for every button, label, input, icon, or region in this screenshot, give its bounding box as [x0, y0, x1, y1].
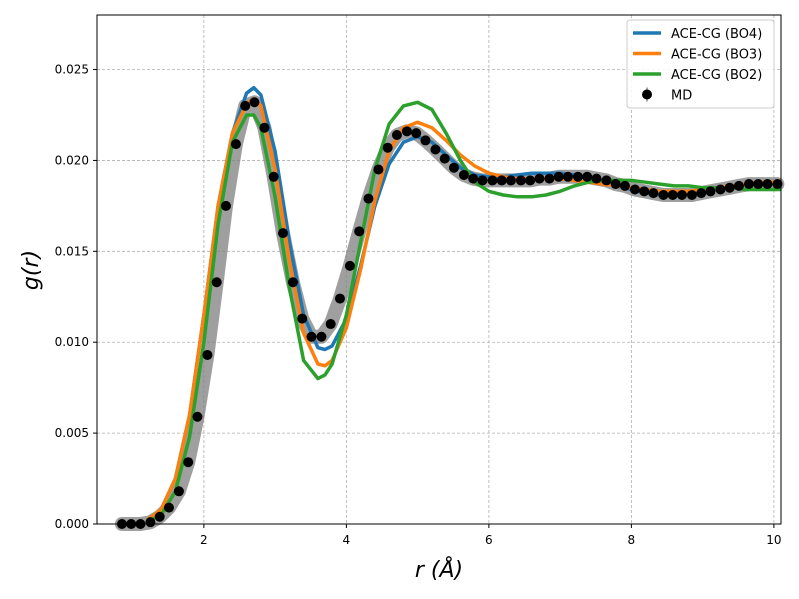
md-point	[572, 171, 583, 182]
md-point	[439, 153, 450, 164]
md-point	[240, 100, 251, 111]
md-point	[411, 128, 422, 139]
md-point	[277, 228, 288, 239]
md-point	[686, 189, 697, 200]
y-tick-label: 0.005	[55, 426, 89, 440]
md-point	[458, 169, 469, 180]
md-point	[373, 164, 384, 175]
md-point	[648, 188, 659, 199]
md-point	[448, 162, 459, 173]
md-point	[724, 182, 735, 193]
md-point	[715, 184, 726, 195]
md-point	[762, 179, 773, 190]
md-markers	[116, 97, 783, 529]
md-point	[753, 179, 764, 190]
md-point	[363, 193, 374, 204]
md-point	[601, 175, 612, 186]
md-point	[667, 189, 678, 200]
md-point	[420, 135, 431, 146]
x-tick-label: 2	[200, 533, 208, 547]
md-point	[534, 173, 545, 184]
md-point	[316, 331, 327, 342]
y-tick-label: 0.010	[55, 335, 89, 349]
md-point	[676, 189, 687, 200]
md-point	[268, 171, 279, 182]
md-point	[145, 517, 156, 528]
md-point	[487, 175, 498, 186]
plot-frame	[96, 14, 782, 525]
md-point	[183, 457, 194, 468]
md-point	[582, 171, 593, 182]
md-point	[696, 188, 707, 199]
x-axis-label: r (Å)	[415, 556, 463, 583]
md-point	[705, 186, 716, 197]
md-point	[259, 122, 270, 133]
md-point	[544, 173, 555, 184]
md-point	[163, 502, 174, 513]
md-point	[733, 180, 744, 191]
legend-label: MD	[671, 89, 692, 104]
md-point	[391, 129, 402, 140]
md-point	[230, 139, 241, 150]
md-point	[515, 175, 526, 186]
md-point	[743, 179, 754, 190]
md-point	[639, 186, 650, 197]
legend-label: ACE-CG (BO3)	[671, 48, 762, 63]
md-point	[468, 173, 479, 184]
md-point	[297, 313, 308, 324]
x-tick-label: 6	[485, 533, 493, 547]
md-point	[505, 175, 516, 186]
y-tick-label: 0.025	[55, 63, 89, 77]
md-point	[306, 331, 317, 342]
md-point	[192, 411, 203, 422]
md-point	[382, 142, 393, 153]
md-point	[334, 293, 345, 304]
md-point	[591, 173, 602, 184]
legend-box	[626, 19, 775, 109]
md-point	[477, 175, 488, 186]
md-point	[287, 277, 298, 288]
legend-marker	[642, 89, 652, 100]
md-point	[220, 200, 231, 211]
md-point	[344, 260, 355, 271]
y-tick-label: 0.000	[55, 517, 89, 531]
md-point	[553, 171, 564, 182]
y-tick-label: 0.015	[55, 244, 89, 258]
md-point	[619, 180, 630, 191]
legend-label: ACE-CG (BO2)	[671, 68, 762, 83]
x-tick-label: 10	[766, 533, 781, 547]
y-axis-label: g(r)	[19, 250, 44, 290]
md-point	[154, 511, 165, 522]
legend-label: ACE-CG (BO4)	[671, 27, 762, 42]
legend: ACE-CG (BO4) ACE-CG (BO3) ACE-CG (BO2) MD	[626, 19, 775, 109]
md-point	[629, 184, 640, 195]
y-tick-label: 0.020	[55, 153, 89, 167]
series-line	[146, 100, 781, 524]
md-point	[430, 144, 441, 155]
md-point	[401, 126, 412, 137]
md-point	[772, 179, 783, 190]
x-tick-label: 8	[628, 533, 636, 547]
md-point	[525, 175, 536, 186]
x-axis-ticks: 2 4 6 8 10	[200, 524, 782, 547]
x-tick-label: 4	[343, 533, 351, 547]
md-point	[211, 277, 222, 288]
md-point	[325, 319, 336, 330]
md-point	[610, 179, 621, 190]
y-axis-ticks: 0.000 0.005 0.010 0.015 0.020 0.025	[55, 63, 97, 531]
md-point	[562, 171, 573, 182]
md-point	[354, 226, 365, 237]
md-point	[173, 486, 184, 497]
md-point	[249, 97, 260, 108]
md-point	[202, 349, 213, 360]
md-point	[496, 175, 507, 186]
md-point	[658, 189, 669, 200]
